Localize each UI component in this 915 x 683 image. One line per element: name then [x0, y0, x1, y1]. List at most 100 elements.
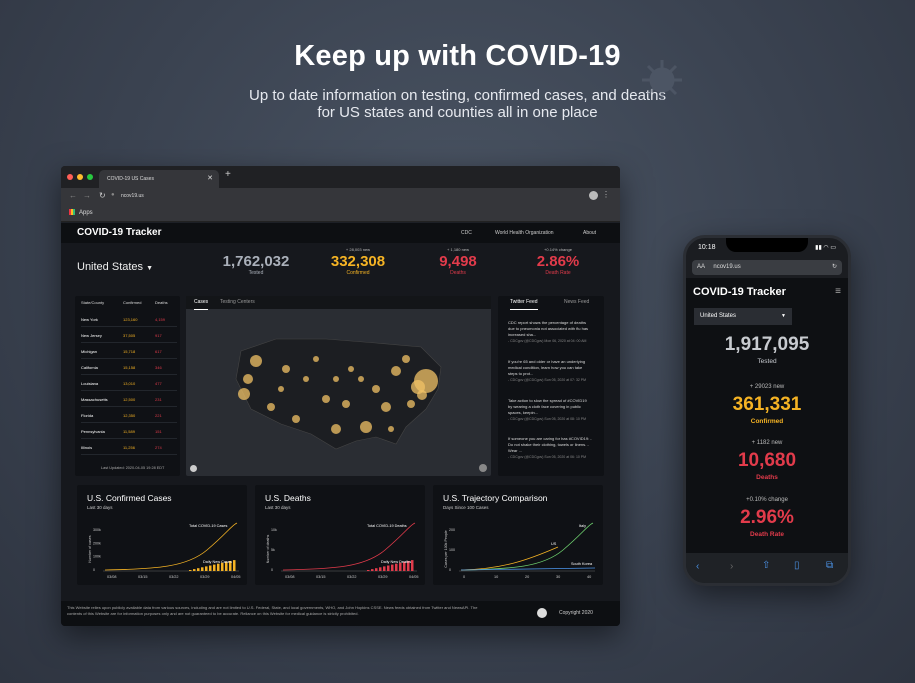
stat-tested: 1,762,032 Tested: [211, 247, 301, 276]
col-header-deaths[interactable]: Deaths: [155, 300, 168, 305]
table-row[interactable]: New York 123,160 4,159: [81, 312, 177, 327]
case-bubble[interactable]: [358, 376, 364, 382]
more-menu-icon[interactable]: ⋮: [602, 190, 610, 199]
table-row[interactable]: Michigan 15,718 617: [81, 344, 177, 359]
chart-panel: U.S. Trajectory Comparison Days Since 10…: [433, 485, 603, 585]
col-header-confirmed[interactable]: Confirmed: [123, 300, 142, 305]
cell-confirmed: 11,256: [123, 445, 135, 450]
case-bubble[interactable]: [282, 365, 290, 373]
case-bubble[interactable]: [333, 376, 339, 382]
case-bubble[interactable]: [313, 356, 319, 362]
tab-twitter-feed[interactable]: Twitter Feed: [510, 296, 538, 310]
case-map[interactable]: Cases Testing Centers: [186, 296, 491, 476]
nav-link-about[interactable]: About: [583, 230, 597, 236]
stat-deaths-value: 9,498: [439, 253, 477, 270]
feed-item[interactable]: If someone you are caring for has #COVID…: [508, 436, 592, 460]
case-bubble[interactable]: [243, 374, 253, 384]
site-logo[interactable]: COVID-19 Tracker: [77, 227, 162, 238]
col-header-state[interactable]: State/County: [81, 300, 105, 305]
back-icon[interactable]: ←: [69, 191, 77, 200]
stat-death-rate-delta: +0.14% change: [544, 247, 572, 252]
stat-tested-value: 1,762,032: [222, 253, 290, 270]
nav-link-who[interactable]: World Health Organization: [495, 230, 554, 236]
account-icon[interactable]: [589, 191, 598, 200]
feed-item[interactable]: Take action to slow the spread of #COVID…: [508, 398, 592, 422]
apps-grid-icon[interactable]: [69, 209, 75, 216]
case-bubble[interactable]: [267, 403, 275, 411]
case-bubble[interactable]: [417, 390, 427, 400]
feed-meta: - CDCgov (@CDCgov) Sun 05, 2020 at 08: 1…: [508, 417, 587, 421]
case-bubble[interactable]: [391, 366, 401, 376]
nav-link-cdc[interactable]: CDC: [461, 230, 472, 236]
forward-icon[interactable]: →: [83, 191, 91, 200]
tabs-icon[interactable]: ⧉: [826, 560, 834, 571]
reader-aa-button[interactable]: AA: [697, 264, 706, 270]
table-row[interactable]: New Jersey 37,505 917: [81, 328, 177, 343]
y-tick-label: 0: [271, 568, 273, 572]
reload-icon[interactable]: ↻: [831, 264, 837, 270]
tab-testing-centers[interactable]: Testing Centers: [220, 299, 255, 305]
case-bubble[interactable]: [348, 366, 354, 372]
share-icon[interactable]: ⇧: [762, 560, 771, 571]
maximize-window-button[interactable]: [87, 174, 93, 180]
back-icon[interactable]: ‹: [696, 561, 700, 572]
table-row[interactable]: Florida 12,350 221: [81, 408, 177, 423]
browser-tab[interactable]: COVID-19 US Cases ✕: [99, 170, 219, 188]
cell-confirmed: 12,500: [123, 397, 136, 402]
bookmarks-icon[interactable]: ▯: [794, 560, 800, 571]
chart-annotation: Daily New Cases: [203, 560, 232, 564]
apps-bookmark[interactable]: Apps: [79, 210, 93, 216]
series-line: [460, 546, 559, 571]
case-bubble[interactable]: [278, 386, 284, 392]
case-bubble[interactable]: [250, 355, 262, 367]
x-tick-label: 40: [587, 575, 591, 579]
forward-icon[interactable]: ›: [730, 561, 734, 572]
tab-news-feed[interactable]: News Feed: [564, 299, 590, 305]
feed-item[interactable]: CDC report shows the percentage of death…: [508, 320, 592, 344]
cell-deaths: 231: [155, 397, 162, 402]
y-tick-label: 0: [449, 568, 451, 572]
cell-state: Louisiana: [81, 381, 99, 386]
y-tick-label: 300k: [93, 528, 101, 532]
case-bubble[interactable]: [407, 400, 415, 408]
url-field[interactable]: ncov19.us: [121, 193, 144, 199]
case-bubble[interactable]: [342, 400, 350, 408]
new-tab-button[interactable]: +: [225, 169, 231, 180]
table-row[interactable]: Illinois 11,256 274: [81, 440, 177, 455]
phone-logo[interactable]: COVID-19 Tracker: [693, 286, 786, 298]
close-window-button[interactable]: [67, 174, 73, 180]
tab-cases[interactable]: Cases: [194, 296, 209, 310]
case-bubble[interactable]: [372, 385, 380, 393]
table-row[interactable]: California 15,158 346: [81, 360, 177, 375]
phone-url-bar[interactable]: AA ncov19.us ↻: [692, 260, 842, 275]
table-row[interactable]: Pennsylvania 11,589 151: [81, 424, 177, 439]
case-bubble[interactable]: [331, 424, 341, 434]
phone-region-select[interactable]: United States ▼: [694, 308, 792, 325]
case-bubble[interactable]: [238, 388, 250, 400]
table-row[interactable]: Louisiana 13,010 477: [81, 376, 177, 391]
case-bubble[interactable]: [388, 426, 394, 432]
x-tick-label: 10: [494, 575, 498, 579]
table-row[interactable]: Massachusetts 12,500 231: [81, 392, 177, 407]
case-bubble[interactable]: [322, 395, 330, 403]
case-bubble[interactable]: [402, 355, 410, 363]
daily-bar: [399, 562, 402, 571]
feed-item[interactable]: If you're 65 and older or have an underl…: [508, 359, 592, 383]
case-bubble[interactable]: [381, 402, 391, 412]
minimize-window-button[interactable]: [77, 174, 83, 180]
map-info-icon[interactable]: [479, 464, 487, 472]
hamburger-menu-icon[interactable]: ≡: [835, 286, 841, 297]
chart-svg: 0 10 20 30 40 200 100 0 Italy US South Korea: [449, 522, 596, 579]
cell-deaths: 221: [155, 413, 162, 418]
region-select[interactable]: United States ▼: [77, 261, 153, 273]
site-info-icon[interactable]: ●: [111, 192, 115, 198]
case-bubble[interactable]: [303, 376, 309, 382]
reload-icon[interactable]: ↻: [99, 191, 106, 200]
github-icon[interactable]: [537, 608, 547, 618]
close-tab-icon[interactable]: ✕: [207, 175, 213, 182]
case-bubble[interactable]: [292, 415, 300, 423]
case-bubble[interactable]: [360, 421, 372, 433]
stat-tested-label: Tested: [248, 270, 264, 276]
x-tick-label: 20: [525, 575, 529, 579]
x-tick-label: 03/08: [107, 575, 117, 579]
